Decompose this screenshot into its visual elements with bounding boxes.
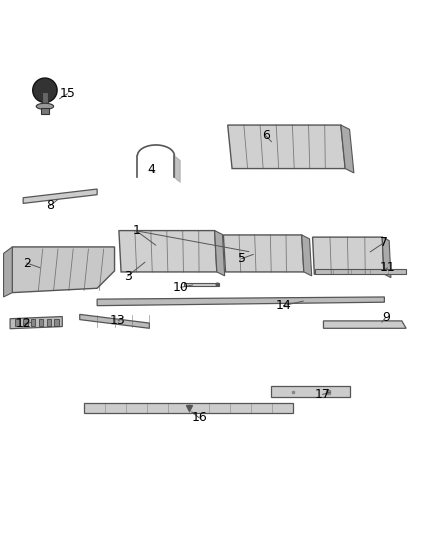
Text: 15: 15 [60,87,75,100]
Polygon shape [119,231,217,272]
Bar [54,319,59,326]
Polygon shape [97,297,385,305]
Text: 13: 13 [110,314,126,327]
Polygon shape [302,235,312,276]
Bar [41,108,49,114]
Text: 12: 12 [16,318,32,330]
Text: 10: 10 [173,281,189,294]
Polygon shape [215,231,225,276]
Text: 14: 14 [276,299,291,312]
Text: 5: 5 [238,252,246,265]
Text: 2: 2 [23,256,31,270]
Text: 17: 17 [314,388,331,401]
Text: 11: 11 [380,261,396,274]
Polygon shape [184,283,219,286]
Polygon shape [23,189,97,204]
Polygon shape [10,317,62,329]
Polygon shape [271,386,350,397]
Bar [23,319,28,326]
Text: 1: 1 [132,224,140,237]
Ellipse shape [36,103,53,109]
Polygon shape [382,237,391,278]
Text: 3: 3 [124,270,131,282]
Polygon shape [228,125,345,168]
Text: 8: 8 [46,199,54,212]
Bar [42,92,48,106]
Text: 7: 7 [379,237,388,249]
Bar [31,319,35,326]
Polygon shape [223,235,304,272]
Polygon shape [12,247,115,293]
Text: 4: 4 [147,164,155,176]
Text: 6: 6 [262,130,270,142]
Polygon shape [341,125,354,173]
Polygon shape [323,321,406,328]
Bar [15,319,20,326]
Polygon shape [313,237,384,274]
Polygon shape [80,314,149,328]
Text: 9: 9 [382,311,390,324]
Text: 16: 16 [191,411,207,424]
Polygon shape [315,269,406,274]
Bar [39,319,43,326]
Polygon shape [84,403,293,413]
Circle shape [33,78,57,102]
Bar [47,319,51,326]
Polygon shape [4,247,12,297]
